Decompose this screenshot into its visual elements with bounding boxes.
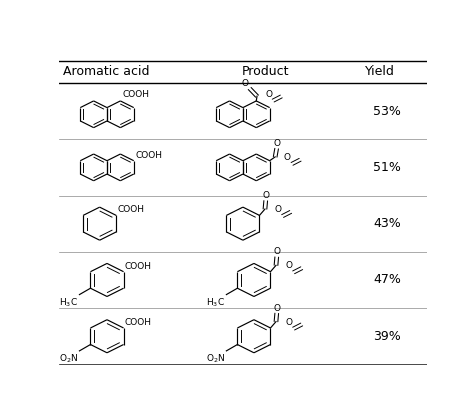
Text: COOH: COOH (122, 90, 149, 99)
Text: COOH: COOH (135, 151, 162, 160)
Text: O: O (262, 191, 269, 200)
Text: COOH: COOH (117, 205, 144, 214)
Text: 43%: 43% (373, 217, 401, 230)
Text: 39%: 39% (373, 330, 401, 343)
Text: O$_2$N: O$_2$N (59, 352, 78, 365)
Text: COOH: COOH (125, 318, 152, 327)
Text: 47%: 47% (373, 273, 401, 287)
Text: 51%: 51% (373, 161, 401, 174)
Text: O: O (273, 247, 280, 256)
Text: Aromatic acid: Aromatic acid (63, 65, 149, 78)
Text: COOH: COOH (125, 262, 152, 271)
Text: O: O (274, 205, 282, 214)
Text: H$_3$C: H$_3$C (206, 296, 225, 309)
Text: O: O (273, 304, 280, 313)
Text: 53%: 53% (373, 104, 401, 118)
Text: H$_3$C: H$_3$C (59, 296, 78, 309)
Text: O: O (285, 318, 292, 327)
Text: O: O (273, 139, 280, 148)
Text: O: O (265, 90, 272, 99)
Text: Yield: Yield (365, 65, 395, 78)
Text: O: O (241, 79, 248, 88)
Text: Product: Product (242, 65, 290, 78)
Text: O: O (284, 153, 291, 162)
Text: O: O (285, 261, 292, 271)
Text: O$_2$N: O$_2$N (206, 352, 225, 365)
